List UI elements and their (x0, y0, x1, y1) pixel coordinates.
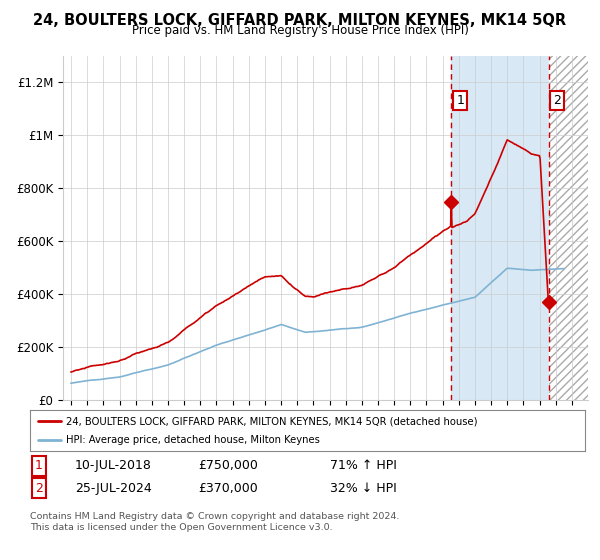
Text: Contains HM Land Registry data © Crown copyright and database right 2024.
This d: Contains HM Land Registry data © Crown c… (30, 512, 400, 532)
Text: 10-JUL-2018: 10-JUL-2018 (75, 459, 152, 473)
Text: £750,000: £750,000 (198, 459, 258, 473)
Text: 24, BOULTERS LOCK, GIFFARD PARK, MILTON KEYNES, MK14 5QR: 24, BOULTERS LOCK, GIFFARD PARK, MILTON … (34, 13, 566, 29)
Text: 1: 1 (456, 94, 464, 108)
Text: HPI: Average price, detached house, Milton Keynes: HPI: Average price, detached house, Milt… (66, 435, 320, 445)
Text: 1: 1 (35, 459, 43, 473)
Text: 24, BOULTERS LOCK, GIFFARD PARK, MILTON KEYNES, MK14 5QR (detached house): 24, BOULTERS LOCK, GIFFARD PARK, MILTON … (66, 417, 478, 426)
Bar (451, 56, 548, 400)
Text: 25-JUL-2024: 25-JUL-2024 (75, 482, 152, 495)
Text: 2: 2 (35, 482, 43, 495)
Text: £370,000: £370,000 (198, 482, 258, 495)
Text: 71% ↑ HPI: 71% ↑ HPI (330, 459, 397, 473)
Text: 32% ↓ HPI: 32% ↓ HPI (330, 482, 397, 495)
Text: Price paid vs. HM Land Registry's House Price Index (HPI): Price paid vs. HM Land Registry's House … (131, 24, 469, 36)
Bar (548, 56, 588, 400)
Text: 2: 2 (553, 94, 562, 108)
